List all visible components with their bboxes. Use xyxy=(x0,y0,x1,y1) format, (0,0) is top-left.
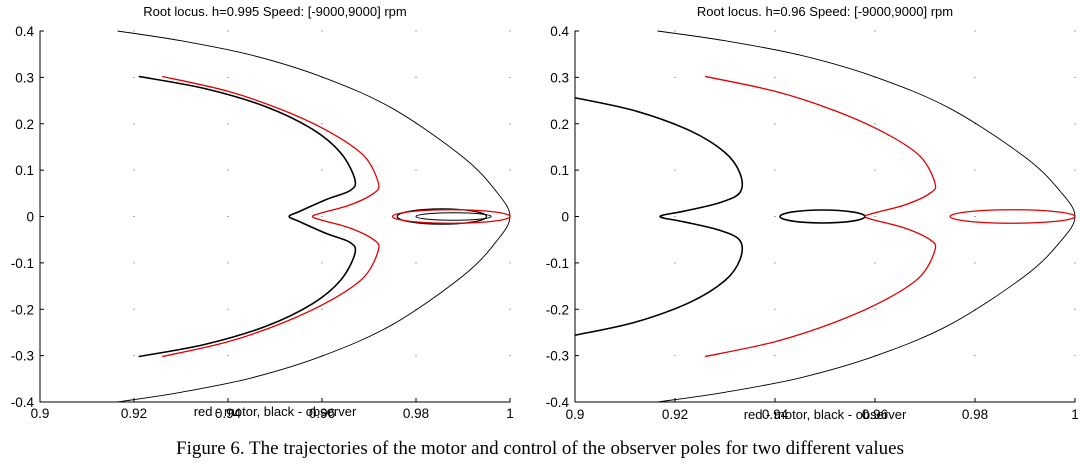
x-tick-label: 0.94 xyxy=(762,407,789,422)
x-tick-label: 0.9 xyxy=(31,406,50,421)
y-tick-label: -0.1 xyxy=(546,256,569,271)
x-axis-label: red - motor, black - observer xyxy=(194,404,357,419)
y-tick-label: -0.3 xyxy=(546,349,569,364)
locus-series-5 xyxy=(415,212,492,221)
root-locus-figure: 0.9 0.92 0.94 0.96 0.98 1 -0.4 -0.3 -0.2 -0.1 0 0.1… xyxy=(11,4,1079,422)
chart-right: 0.9 0.92 0.94 0.96 0.98 1 -0.4 -0.3 -0.2 -0.1 0 0.1… xyxy=(546,4,1079,422)
x-tick-label: 0.98 xyxy=(962,407,988,422)
locus-series-0 xyxy=(117,30,511,403)
locus-series-3 xyxy=(396,208,488,225)
x-axis-label: red - motor, black - observer xyxy=(744,407,907,422)
x-tick-label: 0.94 xyxy=(215,406,242,421)
chart-left: 0.9 0.92 0.94 0.96 0.98 1 -0.4 -0.3 -0.2 -0.1 0 0.1… xyxy=(11,4,514,421)
x-tick-label: 0.9 xyxy=(566,407,585,422)
y-tick-label: -0.4 xyxy=(546,395,570,410)
locus-series-1 xyxy=(138,75,357,358)
x-tick-label: 0.92 xyxy=(121,406,147,421)
y-tick-label: -0.3 xyxy=(11,349,34,364)
x-tick-label: 0.96 xyxy=(309,406,335,421)
x-tick-label: 0.98 xyxy=(403,406,429,421)
locus-series-2 xyxy=(162,75,380,358)
locus-series-0 xyxy=(657,30,1076,403)
x-tick-label: 1 xyxy=(1071,407,1079,422)
y-tick-label: 0.3 xyxy=(550,70,569,85)
y-tick-label: 0.1 xyxy=(15,163,34,178)
y-tick-label: 0 xyxy=(26,210,34,225)
locus-series-2 xyxy=(779,209,866,224)
y-tick-label: 0.2 xyxy=(15,117,34,132)
axes-frame xyxy=(574,31,1075,403)
chart-title: Root locus. h=0.995 Speed: [-9000,9000] … xyxy=(143,4,406,19)
x-tick-label: 0.92 xyxy=(662,407,688,422)
axes-frame xyxy=(39,31,510,403)
y-tick-label: 0 xyxy=(561,210,569,225)
y-tick-label: 0.2 xyxy=(550,117,569,132)
locus-series-4 xyxy=(391,209,511,224)
locus-series-1 xyxy=(574,96,743,337)
y-tick-label: 0.1 xyxy=(550,163,569,178)
y-tick-label: 0.4 xyxy=(550,24,569,39)
locus-series-4 xyxy=(949,209,1076,224)
grid-dots xyxy=(574,30,1076,403)
x-tick-label: 0.96 xyxy=(862,407,888,422)
y-tick-label: -0.2 xyxy=(546,302,569,317)
y-tick-label: 0.3 xyxy=(15,70,34,85)
x-tick-label: 1 xyxy=(506,406,514,421)
y-tick-label: -0.2 xyxy=(11,302,34,317)
y-tick-label: -0.1 xyxy=(11,256,34,271)
y-tick-label: -0.4 xyxy=(11,395,35,410)
chart-title: Root locus. h=0.96 Speed: [-9000,9000] r… xyxy=(697,4,953,19)
y-tick-label: 0.4 xyxy=(15,24,34,39)
figure-caption: Figure 6. The trajectories of the motor … xyxy=(176,438,904,459)
grid-dots xyxy=(39,30,511,403)
locus-series-3 xyxy=(704,75,937,358)
